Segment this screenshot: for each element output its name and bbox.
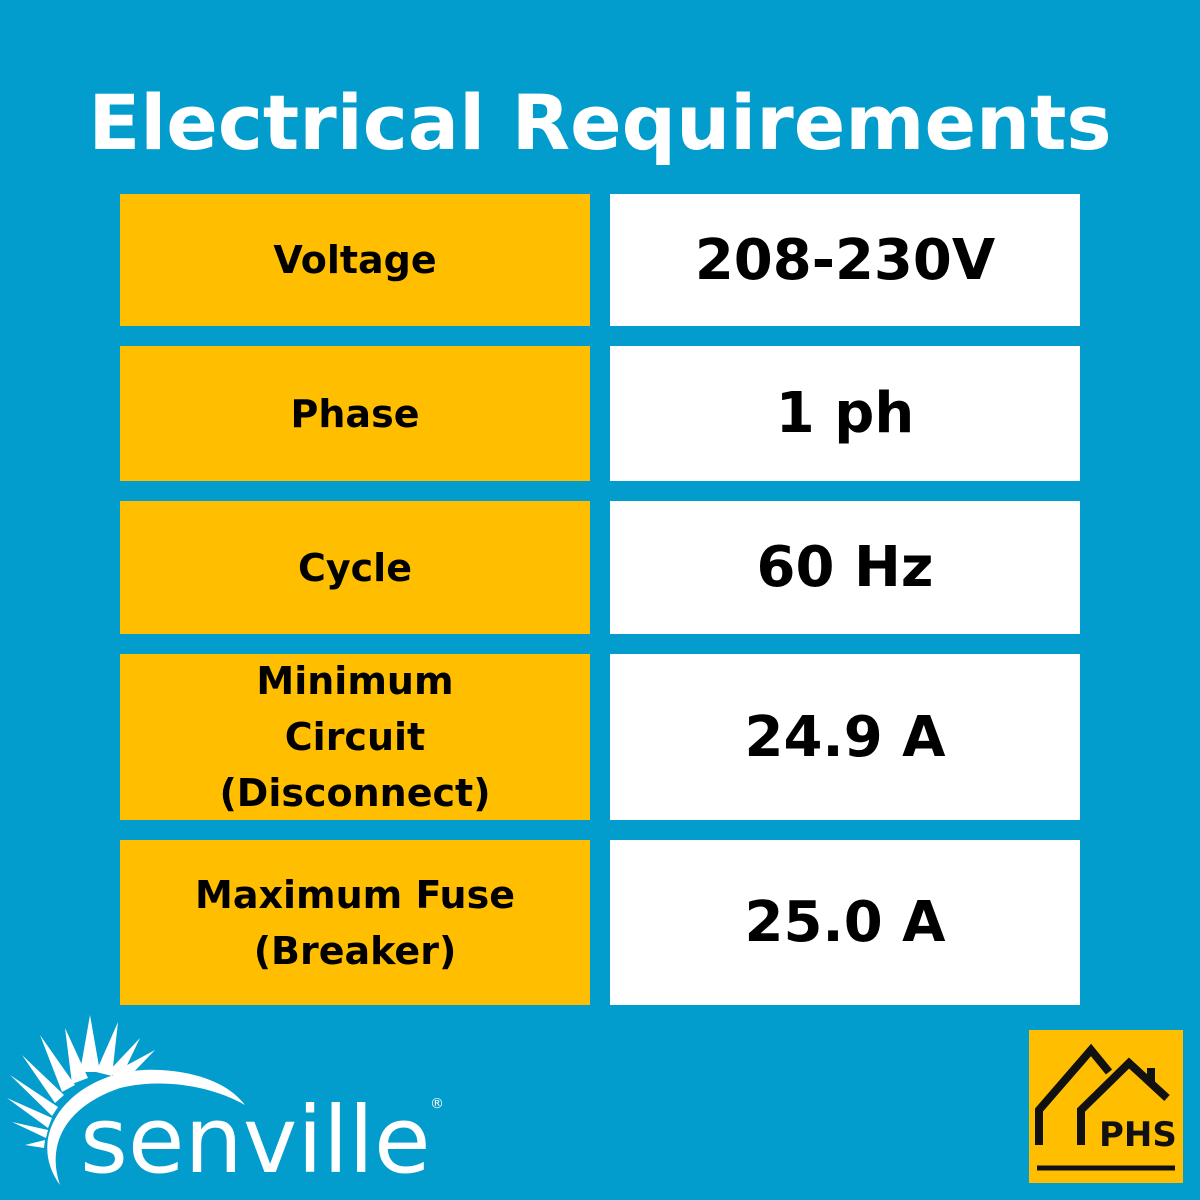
page-title: Electrical Requirements <box>88 78 1112 167</box>
value-max-fuse: 25.0 A <box>610 840 1080 1005</box>
label-min-circuit: Minimum Circuit (Disconnect) <box>120 654 590 820</box>
value-voltage: 208-230V <box>610 194 1080 326</box>
registered-mark: ® <box>430 1096 444 1112</box>
label-voltage: Voltage <box>120 194 590 326</box>
label-max-fuse: Maximum Fuse (Breaker) <box>120 840 590 1005</box>
senville-logo: senville ® <box>7 1015 444 1194</box>
phs-badge-text: PHS <box>1099 1115 1177 1155</box>
label-phase: Phase <box>120 346 590 481</box>
house-icon: PHS <box>1035 1043 1177 1171</box>
value-cycle: 60 Hz <box>610 501 1080 634</box>
sun-icon <box>7 1015 246 1185</box>
phs-logo: PHS <box>1029 1030 1183 1183</box>
value-min-circuit: 24.9 A <box>610 654 1080 820</box>
label-cycle: Cycle <box>120 501 590 634</box>
brand-wordmark: senville <box>80 1087 431 1194</box>
value-phase: 1 ph <box>610 346 1080 481</box>
